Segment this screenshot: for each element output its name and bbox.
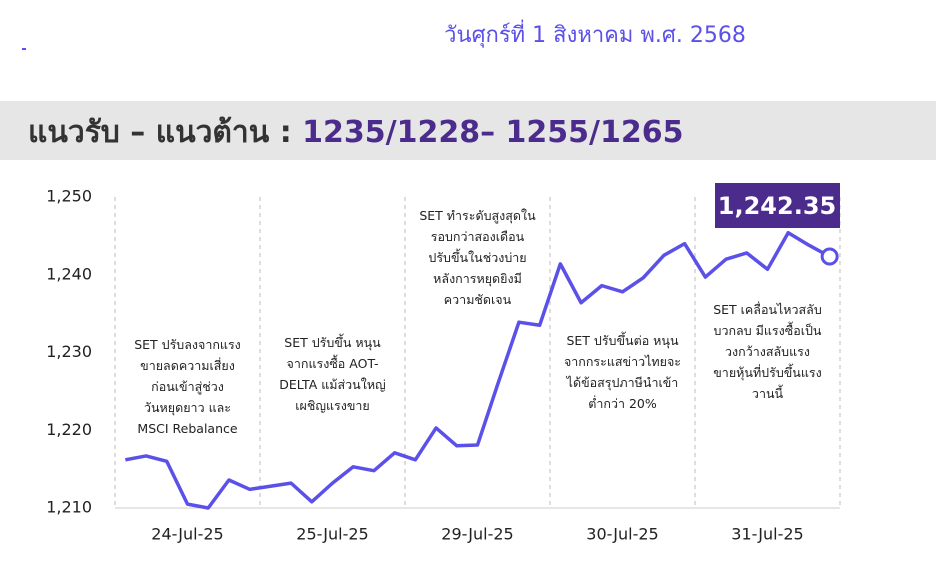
annotation-line: วันหยุดยาว และ xyxy=(144,400,231,416)
x-tick-label: 30-Jul-25 xyxy=(586,525,658,544)
x-tick-label: 24-Jul-25 xyxy=(151,525,223,544)
annotation-line: วานนี้ xyxy=(752,384,784,401)
x-tick-label: 31-Jul-25 xyxy=(731,525,803,544)
annotation-line: SET เคลื่อนไหวสลับ xyxy=(713,301,822,317)
annotation: SET เคลื่อนไหวสลับบวกลบ มีแรงซื้อเป็นวงก… xyxy=(713,301,822,401)
title-levels: 1235/1228– 1255/1265 xyxy=(302,115,683,150)
annotation-line: ก่อนเข้าสู่ช่วง xyxy=(151,379,224,395)
title-text: แนวรับ – แนวต้าน : xyxy=(28,115,302,150)
date: วันศุกร์ที่ 1 สิงหาคม พ.ศ. 2568 xyxy=(444,19,746,48)
annotation: SET ปรับลงจากแรงขายลดความเสี่ยงก่อนเข้าส… xyxy=(134,337,241,436)
annotation-line: SET ปรับลงจากแรง xyxy=(134,337,241,352)
y-tick-label: 1,210 xyxy=(46,498,92,517)
annotation-line: จากกระแสข่าวไทยจะ xyxy=(564,354,681,369)
decor-dash xyxy=(22,48,26,50)
y-tick-label: 1,250 xyxy=(46,187,92,206)
x-tick-label: 29-Jul-25 xyxy=(441,525,513,544)
annotation: SET ปรับขึ้นต่อ หนุนจากกระแสข่าวไทยจะได้… xyxy=(564,331,681,411)
y-tick-label: 1,240 xyxy=(46,264,92,283)
x-tick-label: 25-Jul-25 xyxy=(296,525,368,544)
title: แนวรับ – แนวต้าน : 1235/1228– 1255/1265 xyxy=(28,115,684,150)
annotation: SET ทำระดับสูงสุดในรอบกว่าสองเดือนปรับขึ… xyxy=(419,208,536,307)
y-tick-label: 1,230 xyxy=(46,342,92,361)
annotation: SET ปรับขึ้น หนุนจากแรงซื้อ AOT- DELTA แม… xyxy=(279,333,385,413)
annotation-line: SET ปรับขึ้น หนุน xyxy=(284,333,381,351)
annotation-line: เผชิญแรงขาย xyxy=(295,398,370,413)
annotation-line: ต่ำกว่า 20% xyxy=(588,395,657,411)
annotation-line: รอบกว่าสองเดือน xyxy=(431,229,525,244)
annotation-line: หลังการหยุดยิงมี xyxy=(433,271,522,287)
annotation-line: ปรับขึ้นในช่วงบ่าย xyxy=(428,248,526,265)
annotation-line: วงกว้างสลับแรง xyxy=(725,344,810,359)
annotation-line: ขายหุ้นที่ปรับขึ้นแรง xyxy=(713,363,821,381)
annotation-line: ได้ข้อสรุปภาษีนำเข้า xyxy=(566,375,679,391)
annotation-line: ขายลดความเสี่ยง xyxy=(140,357,235,373)
annotation-line: MSCI Rebalance xyxy=(137,421,237,436)
title-bar xyxy=(0,101,936,160)
value-label: 1,242.35 xyxy=(718,192,836,220)
value-label-box xyxy=(715,183,840,228)
series-line xyxy=(125,231,831,510)
annotation-line: จากแรงซื้อ AOT- xyxy=(287,354,379,371)
annotation-line: DELTA แม้ส่วนใหญ่ xyxy=(279,377,385,392)
annotation-line: บวกลบ มีแรงซื้อเป็น xyxy=(714,321,822,338)
annotation-line: ความชัดเจน xyxy=(444,292,512,307)
y-tick-label: 1,220 xyxy=(46,420,92,439)
annotation-line: SET ปรับขึ้นต่อ หนุน xyxy=(566,331,678,349)
annotation-line: SET ทำระดับสูงสุดใน xyxy=(419,208,536,224)
last-point xyxy=(820,247,839,266)
